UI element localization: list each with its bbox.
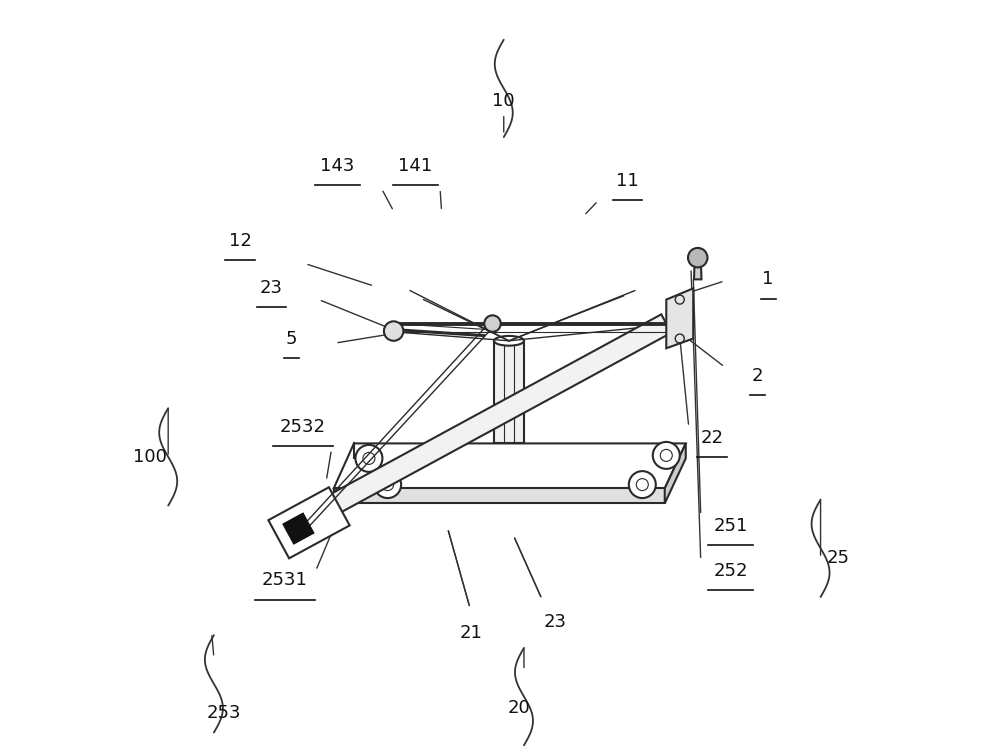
Polygon shape xyxy=(334,443,686,488)
Text: 100: 100 xyxy=(133,448,166,466)
Text: 25: 25 xyxy=(827,549,850,567)
Polygon shape xyxy=(334,488,665,503)
Circle shape xyxy=(629,471,656,498)
Circle shape xyxy=(374,471,401,498)
Text: 10: 10 xyxy=(492,92,515,110)
Text: 2531: 2531 xyxy=(262,571,308,589)
Text: 252: 252 xyxy=(713,562,748,580)
Circle shape xyxy=(484,315,501,332)
Polygon shape xyxy=(268,488,350,558)
Text: 12: 12 xyxy=(229,232,252,250)
Polygon shape xyxy=(666,288,693,348)
Text: 2: 2 xyxy=(752,367,763,385)
Text: 23: 23 xyxy=(260,279,283,297)
Text: 251: 251 xyxy=(714,517,748,535)
Polygon shape xyxy=(317,315,671,520)
Circle shape xyxy=(688,248,707,267)
Text: 21: 21 xyxy=(460,624,483,642)
Text: 1: 1 xyxy=(762,270,774,288)
Polygon shape xyxy=(665,443,686,503)
Text: 2532: 2532 xyxy=(280,418,326,436)
Text: 141: 141 xyxy=(398,157,432,175)
Text: 253: 253 xyxy=(207,704,242,722)
Circle shape xyxy=(653,442,680,469)
Text: 143: 143 xyxy=(320,157,355,175)
Circle shape xyxy=(384,321,403,341)
Text: 23: 23 xyxy=(544,613,567,631)
Text: 5: 5 xyxy=(286,330,298,348)
Text: 11: 11 xyxy=(616,172,639,190)
Polygon shape xyxy=(694,258,701,279)
Circle shape xyxy=(355,445,382,472)
Polygon shape xyxy=(494,341,524,443)
Text: 20: 20 xyxy=(507,699,530,717)
Polygon shape xyxy=(282,512,315,545)
Text: 22: 22 xyxy=(700,429,723,447)
Ellipse shape xyxy=(494,336,524,345)
